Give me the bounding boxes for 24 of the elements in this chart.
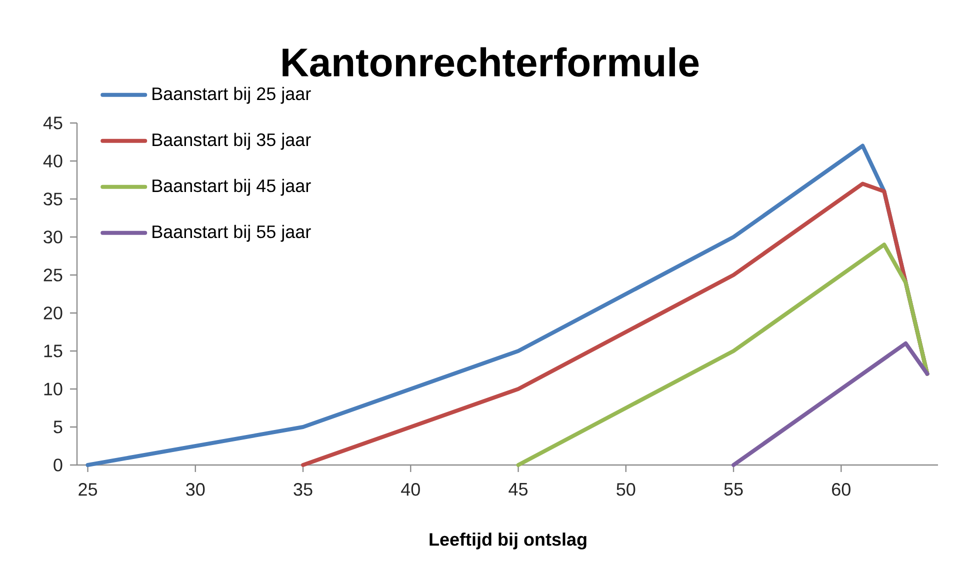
x-tick-label: 40: [401, 483, 420, 496]
y-tick-label: 45: [43, 116, 62, 130]
y-tick-label: 30: [44, 230, 62, 244]
y-tick-label: 0: [54, 458, 62, 472]
x-tick-label: 30: [186, 483, 205, 496]
chart-title: Kantonrechterformule: [282, 47, 699, 77]
legend-label: Baanstart bij 55 jaar: [152, 224, 311, 242]
x-tick-label: 55: [724, 483, 743, 496]
y-tick-label: 20: [44, 306, 62, 320]
legend-label: Baanstart bij 35 jaar: [152, 132, 311, 150]
y-tick-label: 15: [44, 344, 62, 358]
x-tick-label: 25: [78, 483, 98, 496]
x-tick-label: 35: [294, 483, 312, 496]
x-tick-label: 60: [832, 483, 850, 496]
x-axis-title: Leeftijd bij ontslag: [430, 532, 586, 550]
legend-label: Baanstart bij 45 jaar: [152, 178, 311, 196]
y-tick-label: 10: [44, 382, 62, 396]
x-tick-label: 45: [508, 483, 528, 496]
y-tick-label: 40: [43, 154, 62, 168]
y-tick-label: 35: [44, 192, 62, 206]
legend-label: Baanstart bij 25 jaar: [152, 86, 311, 104]
y-tick-label: 5: [54, 420, 62, 434]
x-tick-label: 50: [616, 483, 636, 496]
y-tick-label: 25: [44, 268, 62, 282]
